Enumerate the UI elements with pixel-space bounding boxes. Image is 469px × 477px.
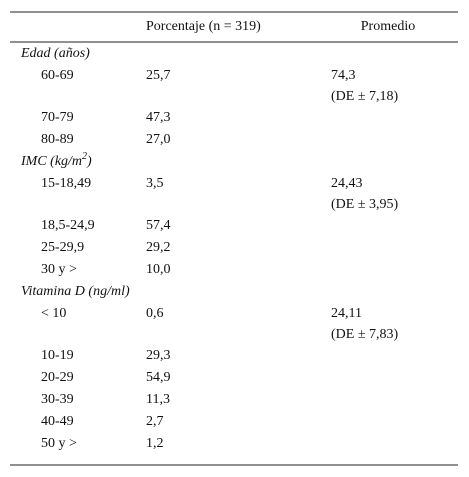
row-label: 80-89 <box>41 132 74 147</box>
row-label: 40-49 <box>41 414 74 429</box>
percent-cell: 29,3 <box>146 348 171 363</box>
percent-cell: 27,0 <box>146 132 171 147</box>
row-label: 50 y > <box>41 436 77 451</box>
section-title-text: Edad (años) <box>20 46 90 61</box>
row-label: < 10 <box>41 306 66 321</box>
section-title-end: ) <box>86 154 92 169</box>
row-label: 60-69 <box>41 68 74 83</box>
section-title: IMC (kg/m2) <box>20 151 92 169</box>
percent-cell: 3,5 <box>146 176 164 191</box>
row-label: 25-29,9 <box>41 240 84 255</box>
row-label: 10-19 <box>41 348 74 363</box>
percent-cell: 47,3 <box>146 110 171 125</box>
row-label: 20-29 <box>41 370 74 385</box>
percent-cell: 29,2 <box>146 240 171 255</box>
percent-cell: 2,7 <box>146 414 164 429</box>
section-title: Edad (años) <box>20 46 90 61</box>
row-label: 15-18,49 <box>41 176 91 191</box>
header-cell: Porcentaje (n = 319) <box>146 19 261 34</box>
row-label: 70-79 <box>41 110 74 125</box>
header-cell: Promedio <box>361 19 415 34</box>
mean-cell: 24,11 <box>331 306 362 321</box>
section-title-sup: 2 <box>82 151 87 162</box>
row-label: 30 y > <box>41 262 77 277</box>
mean-cell: (DE ± 7,18) <box>331 89 399 104</box>
percent-cell: 54,9 <box>146 370 171 385</box>
section-title: Vitamina D (ng/ml) <box>21 284 130 299</box>
mean-cell: 74,3 <box>331 68 356 83</box>
percent-cell: 11,3 <box>146 392 170 407</box>
mean-cell: (DE ± 3,95) <box>331 197 399 212</box>
percent-cell: 0,6 <box>146 306 164 321</box>
percent-cell: 57,4 <box>146 218 171 233</box>
section-title-text: Vitamina D (ng/ml) <box>21 284 130 299</box>
section-title-text: IMC (kg/m <box>20 154 82 169</box>
percent-cell: 1,2 <box>146 436 164 451</box>
mean-cell: (DE ± 7,83) <box>331 327 399 342</box>
row-label: 30-39 <box>41 392 74 407</box>
mean-cell: 24,43 <box>331 176 363 191</box>
row-label: 18,5-24,9 <box>41 218 95 233</box>
percent-cell: 25,7 <box>146 68 171 83</box>
percent-cell: 10,0 <box>146 262 171 277</box>
